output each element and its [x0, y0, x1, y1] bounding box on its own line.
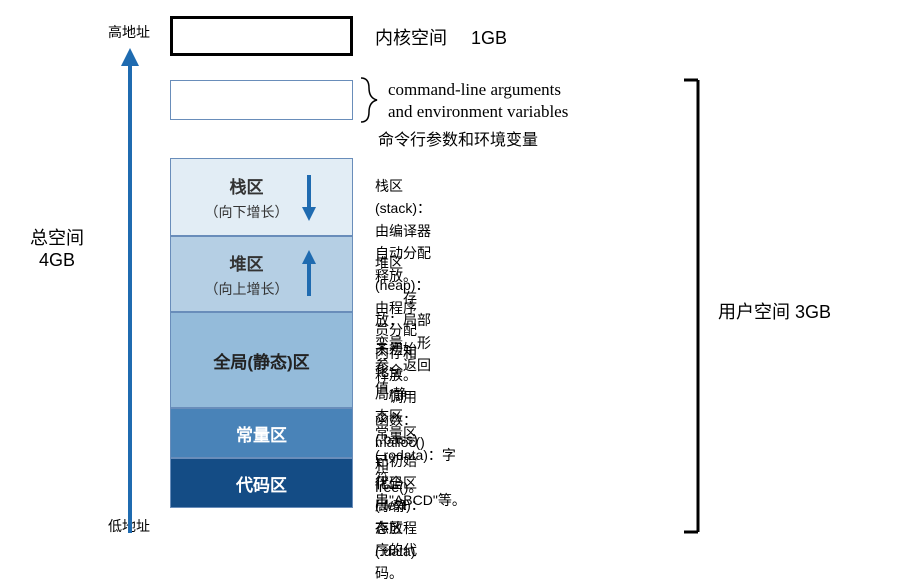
diagram-root: 高地址 低地址 总空间 4GB 内核空间 1GB command-line ar…	[0, 0, 919, 562]
bracket-user-space	[680, 78, 704, 534]
segment-title-stack: 栈区	[205, 173, 289, 198]
segment-stack: 栈区 （向下增长）	[170, 158, 353, 236]
arrow-down-icon	[299, 173, 319, 221]
desc-text: 代码区(.text)：存放程序的代码。	[375, 472, 425, 584]
segment-const: 常量区	[170, 408, 353, 458]
segment-sub-stack: （向下增长）	[205, 202, 289, 222]
label-kernel: 内核空间 1GB	[375, 24, 507, 50]
segment-title-heap: 堆区	[205, 250, 289, 275]
segment-heap: 堆区 （向上增长）	[170, 236, 353, 312]
brace-argv	[355, 76, 383, 126]
box-argv	[170, 80, 353, 120]
label-high-addr: 高地址	[108, 22, 150, 42]
segment-text: 代码区	[170, 458, 353, 508]
kernel-name: 内核空间	[375, 28, 447, 48]
arrow-up-icon	[299, 250, 319, 298]
box-kernel	[170, 16, 353, 56]
label-total-space: 总空间 4GB	[30, 224, 84, 271]
label-user-space: 用户空间 3GB	[718, 298, 831, 324]
segment-global: 全局(静态)区	[170, 312, 353, 408]
segment-sub-heap: （向上增长）	[205, 279, 289, 299]
argv-cn: 命令行参数和环境变量	[378, 126, 538, 150]
segment-title-global: 全局(静态)区	[213, 348, 309, 373]
argv-en-1: command-line arguments	[388, 80, 561, 100]
label-total-space-l2: 4GB	[30, 250, 84, 271]
label-total-space-l1: 总空间	[30, 224, 84, 250]
segment-title-text: 代码区	[236, 471, 287, 496]
argv-en-2: and environment variables	[388, 102, 568, 122]
segment-title-const: 常量区	[236, 421, 287, 446]
kernel-size: 1GB	[471, 28, 507, 48]
arrow-address-axis	[115, 48, 145, 538]
desc-line: 代码区(.text)：存放程序的代码。	[375, 472, 425, 584]
